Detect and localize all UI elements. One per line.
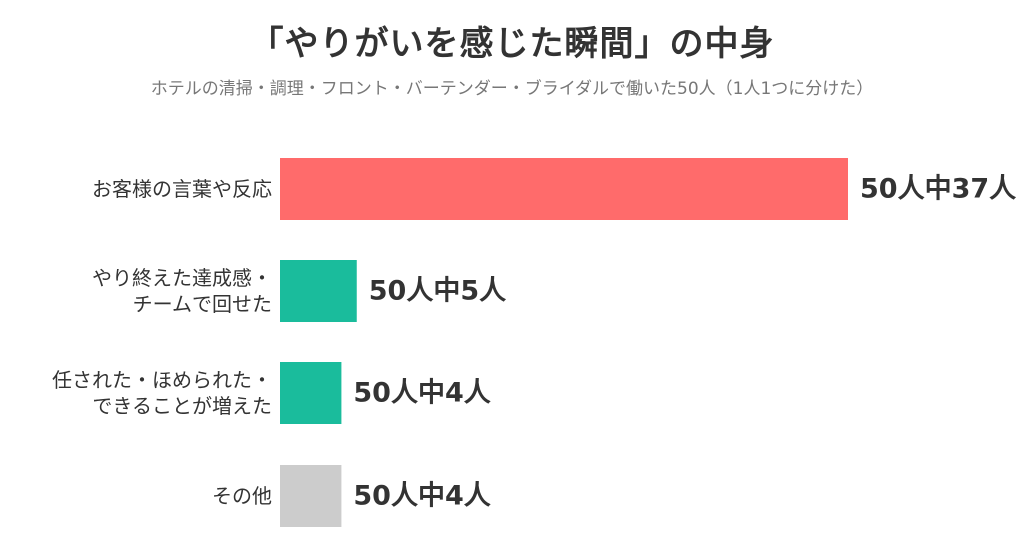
category-label-4-line-1: その他 <box>212 484 272 508</box>
bar-3 <box>280 362 342 424</box>
value-label-3: 50人中4人 <box>353 378 490 409</box>
category-label-2-line-1: やり終えた達成感・ <box>92 266 272 290</box>
category-label-3-line-1: 任された・ほめられた・ <box>52 368 272 392</box>
bar-1 <box>280 158 848 220</box>
value-label-4: 50人中4人 <box>353 481 490 512</box>
category-label-2-line-2: チームで回せた <box>133 292 272 316</box>
value-label-2: 50人中5人 <box>369 276 506 307</box>
category-label-3-line-2: できることが増えた <box>92 394 272 418</box>
bar-2 <box>280 260 357 322</box>
chart-subtitle: ホテルの清掃・調理・フロント・バーテンダー・ブライダルで働いた50人（1人1つに… <box>150 79 874 99</box>
value-label-1: 50人中37人 <box>860 174 1016 205</box>
category-label-1-line-1: お客様の言葉や反応 <box>92 177 272 201</box>
bar-4 <box>280 465 342 527</box>
chart-title: 「やりがいを感じた瞬間」の中身 <box>249 24 775 64</box>
